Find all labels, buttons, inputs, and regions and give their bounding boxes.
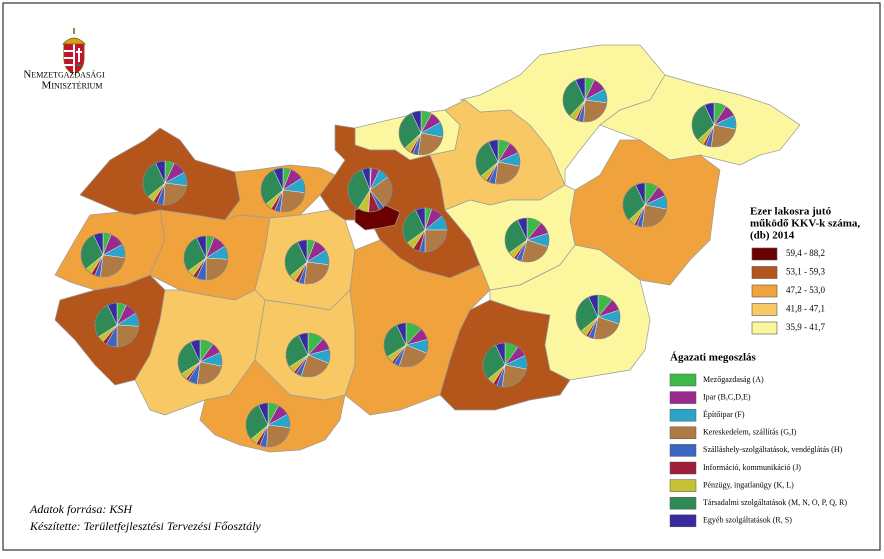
pie-outline [383,322,429,368]
pie [260,167,306,213]
legend-swatch [669,408,697,422]
legend-label: Szálláshely-szolgáltatások, vendéglátás … [703,445,843,454]
pie-outline [80,232,126,278]
legend-label: Társadalmi szolgáltatások (M, N, O, P, Q… [703,498,847,507]
pie-outline [177,339,223,385]
legend-label: 53,1 - 59,3 [786,267,825,277]
pie-outline [482,342,528,388]
pies [80,77,737,448]
pie-outline [94,302,140,348]
pie-outline [504,217,550,263]
pie [177,339,223,385]
pie-outline [183,235,229,281]
pie [347,167,393,213]
pie [504,217,550,263]
pie-outline [622,182,668,228]
pie [245,402,291,448]
legend-swatch [669,514,697,528]
legend-swatch [669,444,697,457]
legend-swatch [669,479,697,492]
legend-title: működő KKV-k száma, [750,218,860,230]
pie [80,232,126,278]
legend-label: 41,8 - 47,1 [786,304,825,314]
pie [383,322,429,368]
pie [482,342,528,388]
county [489,244,651,381]
pie-outline [284,239,330,285]
pie [285,332,331,378]
legend-label: Mezőgazdaság (A) [703,375,764,384]
pie-outline [245,402,291,448]
legend-swatch [669,391,697,404]
footer-text: Készítette: Területfejlesztési Tervezési… [29,519,261,533]
pie [142,160,188,206]
legend-label: Egyéb szolgáltatások (R, S) [703,516,792,525]
legend-swatch [751,321,778,335]
pie-outline [142,160,188,206]
pie-outline [260,167,306,213]
pie-outline [562,77,608,123]
legend-label: 59,4 - 88,2 [786,248,825,258]
pie [398,110,444,156]
coat-of-arms [62,28,86,75]
pie-outline [691,102,737,148]
legend-swatch [669,373,697,387]
pie-outline [398,110,444,156]
legend-label: Ipar (B,C,D,E) [703,392,751,401]
legend-label: Információ, kommunikáció (J) [703,463,801,472]
legend-title: Ezer lakosra jutó [750,206,832,218]
legend-swatch [669,496,697,510]
legend-swatch [751,266,778,279]
logo-text: Minisztérium [42,80,103,92]
legend-swatch [751,303,778,316]
legend-label: Kereskedelem, szállítás (G,I) [703,428,797,437]
logo-text: Nemzetgazdasági [23,69,105,81]
legend-label: Építőipar (F) [703,409,745,419]
pie [402,207,448,253]
legend-swatch [669,461,697,475]
pie [94,302,140,348]
legend-title: (db) 2014 [750,230,795,242]
pie-outline [575,294,621,340]
pie [562,77,608,123]
pie [575,294,621,340]
sector-legend: Ágazati megoszlás Mezőgazdaság (A) Ipar (B… [669,352,847,528]
pie-outline [347,167,393,213]
pie-outline [285,332,331,378]
pie-outline [402,207,448,253]
legend-label: Pénzügy, ingatlanügy (K, L) [703,480,794,489]
pie [284,239,330,285]
legend-label: 47,2 - 53,0 [786,285,825,295]
pie-outline [475,139,521,185]
pie [183,235,229,281]
pie [622,182,668,228]
legend-label: 35,9 - 41,7 [786,322,825,332]
pie [475,139,521,185]
legend-title: Ágazati megoszlás [670,352,757,364]
pie [691,102,737,148]
legend-swatch [669,426,697,440]
legend-swatch [751,247,778,261]
legend-swatch [751,284,778,298]
footer-text: Adatok forrása: KSH [29,502,133,516]
